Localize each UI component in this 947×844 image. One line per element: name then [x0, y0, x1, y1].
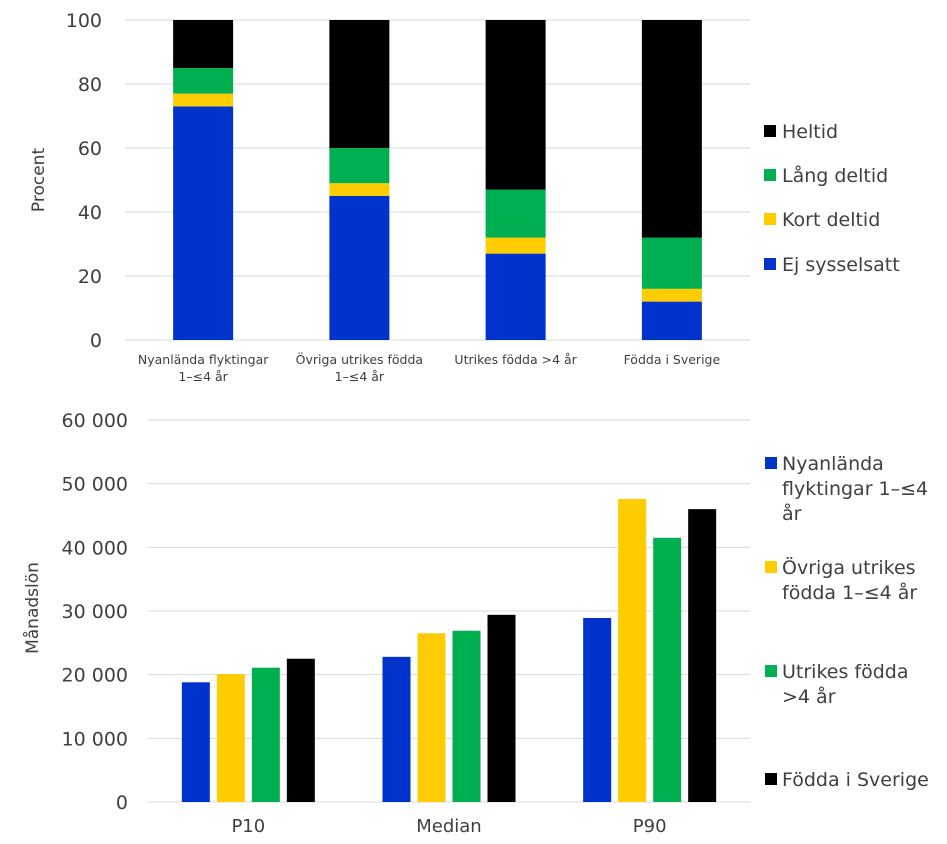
legend-swatch — [764, 125, 776, 137]
monthly-salary-chart: Månadslön 0 10 000 20 000 30 000 40 000 50 00… — [22, 410, 929, 837]
bar — [452, 630, 481, 802]
bar-segment — [641, 20, 702, 238]
y-tick-label: 40 000 — [62, 537, 128, 559]
legend-label: Ej sysselsatt — [782, 254, 900, 276]
bar-segment — [329, 148, 390, 184]
bar-segment — [329, 20, 390, 148]
y-axis-label: Procent — [29, 148, 49, 213]
y-tick-label: 30 000 — [62, 601, 128, 623]
bar-segment — [641, 288, 702, 302]
bar — [216, 674, 245, 802]
x-tick-label: Övriga utrikes födda — [296, 351, 423, 367]
legend-label: Nyanlända — [782, 453, 884, 475]
y-tick-label: 50 000 — [62, 474, 128, 496]
legend-label: >4 år — [782, 685, 836, 708]
legend-label: Heltid — [782, 121, 838, 143]
x-tick-label: P10 — [231, 816, 265, 837]
legend-label: Kort deltid — [782, 209, 880, 231]
bar — [618, 498, 647, 802]
stacked-employment-chart: Procent 0 20 40 60 80 100 Nyanlända flyktingar… — [29, 10, 900, 384]
legend-swatch — [765, 773, 777, 785]
legend-label: Utrikes födda — [782, 661, 908, 683]
bar-segment — [485, 20, 546, 190]
legend-label: Födda i Sverige — [782, 769, 929, 791]
y-tick-label: 60 000 — [62, 410, 128, 432]
legend-label: flyktingar 1–≤4 — [782, 478, 928, 500]
legend-swatch — [764, 258, 776, 270]
y-tick-label: 80 — [78, 74, 102, 96]
x-tick-label: Födda i Sverige — [624, 352, 721, 367]
y-tick-label: 0 — [90, 330, 102, 352]
x-tick-label: Median — [416, 816, 481, 837]
y-tick-label: 10 000 — [62, 728, 128, 750]
y-tick-label: 20 000 — [62, 665, 128, 687]
bar — [688, 509, 717, 802]
bar-segment — [641, 237, 702, 289]
legend-swatch — [764, 213, 776, 225]
y-axis-label: Månadslön — [22, 562, 43, 654]
bar-segment — [485, 189, 546, 238]
bar — [583, 618, 612, 802]
bar — [382, 656, 411, 802]
legend-label: födda 1–≤4 år — [782, 581, 917, 604]
bar-segment — [485, 253, 546, 340]
legend-label: Övriga utrikes — [782, 556, 916, 579]
bar — [487, 614, 516, 802]
legend-label: år — [782, 502, 802, 525]
y-tick-label: 100 — [66, 10, 102, 32]
bar — [286, 658, 315, 802]
x-tick-label: 1–≤4 år — [335, 369, 385, 384]
bar — [417, 633, 446, 802]
legend-swatch — [765, 561, 777, 573]
legend-swatch — [764, 169, 776, 181]
bar — [181, 682, 210, 802]
x-tick-label: Utrikes födda >4 år — [454, 352, 577, 367]
bar-segment — [485, 237, 546, 254]
x-tick-label: P90 — [633, 816, 667, 837]
bar-segment — [329, 196, 390, 340]
y-tick-label: 40 — [78, 202, 102, 224]
bar-segment — [173, 93, 234, 107]
x-tick-label: 1–≤4 år — [178, 369, 228, 384]
bar-segment — [329, 183, 390, 196]
x-tick-label: Nyanlända flyktingar — [138, 352, 269, 367]
bar — [251, 667, 280, 802]
y-tick-label: 0 — [116, 792, 128, 814]
bar-segment — [173, 68, 234, 94]
bar-segment — [641, 301, 702, 340]
legend-swatch — [765, 665, 777, 677]
bar-segment — [173, 106, 234, 341]
bar — [653, 537, 682, 802]
y-tick-label: 60 — [78, 138, 102, 160]
bar-segment — [173, 20, 234, 68]
y-tick-label: 20 — [78, 266, 102, 288]
legend-swatch — [765, 457, 777, 469]
legend-label: Lång deltid — [782, 164, 888, 187]
